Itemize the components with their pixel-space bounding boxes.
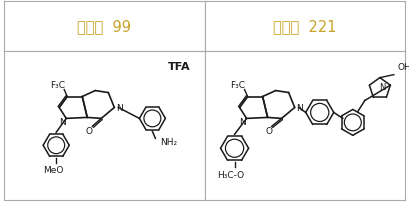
Text: N: N xyxy=(239,117,246,126)
Text: H₃C-O: H₃C-O xyxy=(217,170,244,179)
Text: 실시예  99: 실시예 99 xyxy=(77,19,131,34)
Text: TFA: TFA xyxy=(168,61,191,71)
Text: 실시예  221: 실시예 221 xyxy=(273,19,337,34)
Text: N: N xyxy=(59,117,65,126)
Text: OH: OH xyxy=(398,62,409,71)
Text: NH₂: NH₂ xyxy=(160,137,178,146)
Text: O: O xyxy=(265,126,272,135)
Text: F₃C: F₃C xyxy=(231,80,245,89)
Text: N: N xyxy=(379,83,385,92)
Text: O: O xyxy=(86,126,93,135)
Text: N: N xyxy=(296,103,303,112)
Text: F₃C: F₃C xyxy=(50,80,65,89)
Text: MeO: MeO xyxy=(43,165,63,174)
Text: N: N xyxy=(116,103,123,112)
